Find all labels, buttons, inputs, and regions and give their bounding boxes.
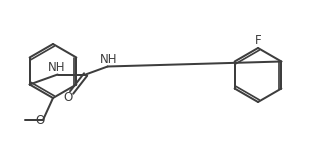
Text: NH: NH [100, 53, 117, 66]
Text: O: O [35, 115, 45, 127]
Text: O: O [63, 91, 72, 104]
Text: NH: NH [48, 61, 66, 74]
Text: F: F [255, 34, 261, 46]
